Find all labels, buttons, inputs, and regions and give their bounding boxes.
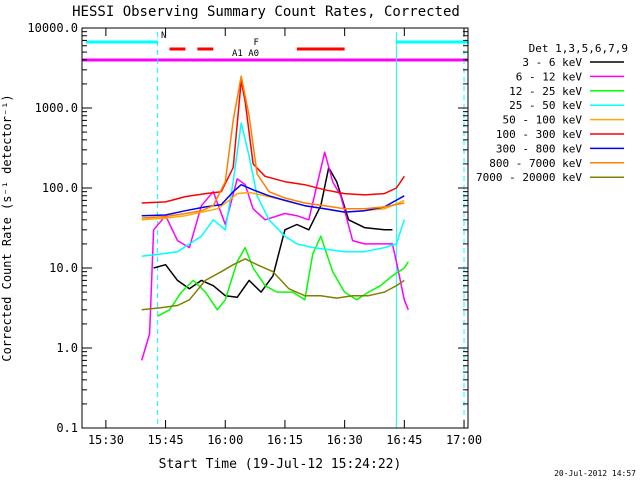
timestamp: 20-Jul-2012 14:57 [554,469,636,478]
legend-label-4: 25 - 50 keV [509,99,582,112]
status-bar-label-1: N [161,31,166,41]
series-line-4 [141,122,406,258]
series-line-2 [140,151,409,361]
x-tick-label-2: 15:45 [148,433,184,447]
status-bar-label-3: A1 A0 [232,49,259,59]
series-layer [140,75,409,361]
y-tick-label-2: 1.0 [56,341,78,355]
status-bars: N FA1 A0 [82,31,468,62]
chart-title: HESSI Observing Summary Count Rates, Cor… [72,4,460,20]
axes: 15:30 15:45 16:00 16:15 16:30 16:45 17:00 0.1 1.… [27,21,482,447]
x-tick-label-6: 16:45 [386,433,422,447]
series-line-6 [141,79,405,204]
x-tick-label-7: 17:00 [446,433,482,447]
y-axis-label: Corrected Count Rate (s⁻¹ detector⁻¹) [0,94,14,361]
y-tick-label-3: 10.0 [49,261,78,275]
vertical-markers [81,32,465,428]
legend-label-1: 3 - 6 keV [522,56,582,69]
legend-label-6: 100 - 300 keV [496,128,582,141]
series-line-1 [153,166,393,299]
legend-title: Det 1,3,5,6,7,9 [529,42,628,55]
legend-label-2: 6 - 12 keV [516,70,583,83]
x-tick-label-3: 16:00 [207,433,243,447]
y-tick-label-4: 100.0 [42,181,78,195]
x-tick-label-1: 15:30 [88,433,124,447]
x-tick-label-5: 16:30 [327,433,363,447]
series-line-9 [141,258,405,311]
series-line-7 [141,183,405,217]
x-axis-label: Start Time (19-Jul-12 15:24:22) [159,457,402,472]
series-line-3 [157,235,409,317]
y-tick-label-5: 1000.0 [35,101,78,115]
x-tick-label-4: 16:15 [267,433,303,447]
status-bar-label-2: F [254,38,259,48]
y-tick-label-6: 10000.0 [27,21,78,35]
plot-frame [81,27,469,429]
series-line-8 [141,75,405,219]
legend-label-3: 12 - 25 keV [509,85,582,98]
legend-label-8: 800 - 7000 keV [489,157,582,170]
legend-label-7: 300 - 800 keV [496,142,582,155]
legend-label-9: 7000 - 20000 keV [476,171,582,184]
y-tick-label-1: 0.1 [56,421,78,435]
legend-label-5: 50 - 100 keV [503,114,583,127]
